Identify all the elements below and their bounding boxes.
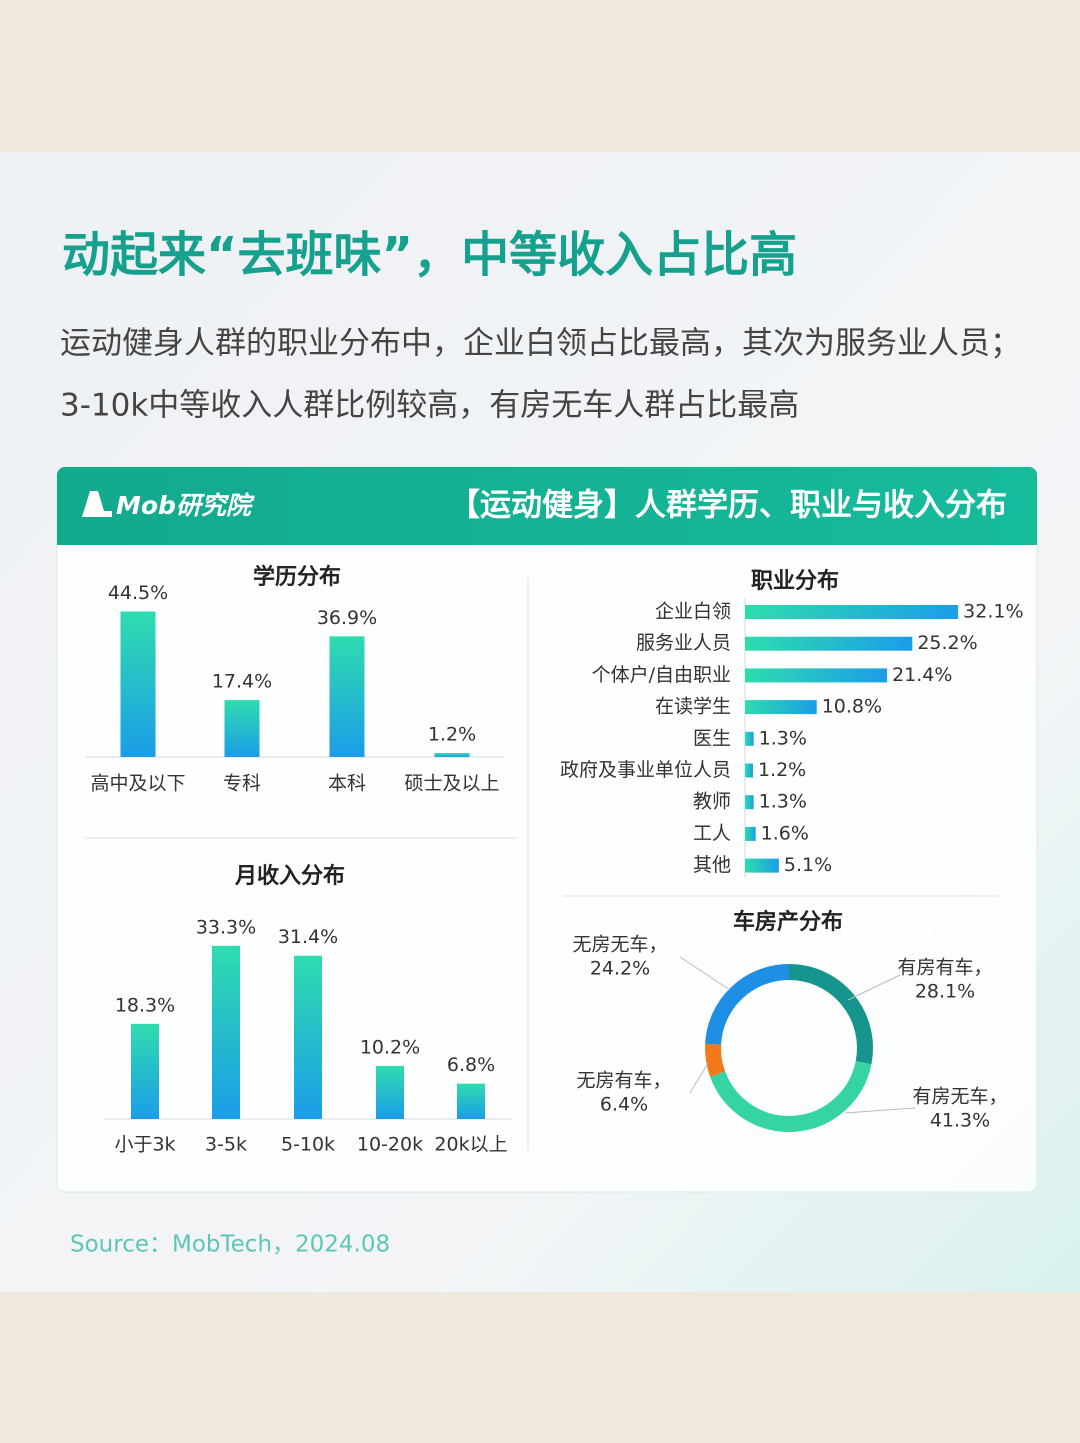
subtitle: 运动健身人群的职业分布中，企业白领占比最高，其次为服务业人员； [60, 326, 1021, 362]
chart-title: 月收入分布 [234, 863, 345, 889]
y-tick-label: 个体户/自由职业 [592, 664, 731, 686]
y-tick-label: 在读学生 [655, 696, 731, 718]
leader-line [844, 1107, 916, 1114]
x-tick-label: 20k以上 [434, 1134, 507, 1156]
bar [745, 731, 754, 746]
value-label: 10.2% [360, 1036, 420, 1058]
y-tick-label: 政府及事业单位人员 [560, 759, 731, 781]
source: Source：MobTech，2024.08 [70, 1232, 390, 1258]
banner-title: 【运动健身】人群学历、职业与收入分布 [449, 488, 1007, 524]
bar [212, 945, 240, 1119]
bar [457, 1083, 485, 1119]
value-label: 17.4% [212, 671, 272, 693]
chart-title: 学历分布 [253, 564, 341, 590]
y-tick-label: 工人 [693, 822, 731, 844]
x-tick-label: 10-20k [357, 1134, 423, 1156]
value-label: 24.2% [590, 958, 650, 980]
x-tick-label: 硕士及以上 [404, 773, 499, 795]
value-label: 1.3% [759, 791, 807, 813]
bar [745, 795, 754, 810]
value-label: 31.4% [278, 926, 338, 948]
value-label: 36.9% [317, 607, 377, 629]
value-label: 1.6% [761, 822, 809, 844]
x-tick-label: 3-5k [205, 1134, 247, 1156]
value-label: 41.3% [930, 1110, 990, 1132]
bar [434, 753, 470, 757]
value-label: 10.8% [822, 696, 882, 718]
legend-label: 无房有车， [576, 1070, 671, 1092]
bar [120, 611, 156, 757]
value-label: 5.1% [784, 854, 832, 876]
bar [745, 605, 959, 619]
y-tick-label: 企业白领 [655, 601, 731, 623]
value-label: 1.2% [758, 759, 806, 781]
x-tick-label: 本科 [328, 773, 366, 795]
y-tick-label: 教师 [693, 791, 731, 813]
bar [745, 826, 756, 841]
value-label: 33.3% [196, 916, 256, 938]
donut-segment [710, 1060, 872, 1132]
bar [745, 636, 913, 651]
bar [745, 858, 779, 873]
bar [745, 700, 817, 715]
chart-title: 职业分布 [751, 568, 839, 594]
donut-segment [788, 964, 873, 1065]
leader-line [847, 974, 901, 1001]
bar [376, 1065, 404, 1119]
donut-segment [705, 964, 790, 1045]
logo-icon [82, 491, 112, 517]
bar [294, 955, 322, 1119]
leader-line [679, 956, 731, 991]
legend-label: 无房无车， [572, 934, 667, 956]
leader-line [689, 1062, 709, 1094]
x-tick-label: 小于3k [114, 1134, 175, 1156]
brand: Mob研究院 [116, 491, 255, 520]
bar [131, 1023, 159, 1119]
value-label: 28.1% [915, 981, 975, 1003]
legend-label: 有房有车， [897, 957, 992, 979]
bar [224, 700, 260, 757]
chart-title: 车房产分布 [733, 909, 843, 935]
value-label: 1.2% [428, 724, 476, 746]
x-tick-label: 高中及以下 [90, 773, 185, 795]
value-label: 6.4% [600, 1094, 648, 1116]
y-tick-label: 服务业人员 [636, 632, 731, 654]
value-label: 32.1% [963, 601, 1023, 623]
value-label: 44.5% [108, 582, 168, 604]
x-tick-label: 5-10k [281, 1134, 335, 1156]
x-tick-label: 专科 [223, 773, 261, 795]
bar [329, 636, 365, 757]
donut-segment [705, 1043, 726, 1077]
bar [745, 668, 888, 683]
y-tick-label: 其他 [693, 854, 731, 876]
card [56, 466, 1038, 1193]
subtitle: 3-10k中等收入人群比例较高，有房无车人群占比最高 [60, 388, 799, 424]
title: 动起来“去班味”，中等收入占比高 [62, 227, 797, 283]
legend-label: 有房无车， [912, 1086, 1007, 1108]
value-label: 1.3% [759, 727, 807, 749]
value-label: 21.4% [892, 664, 952, 686]
y-tick-label: 医生 [693, 727, 731, 749]
value-label: 25.2% [917, 632, 977, 654]
value-label: 6.8% [447, 1054, 495, 1076]
banner [57, 467, 1037, 545]
value-label: 18.3% [115, 994, 175, 1016]
bar [745, 763, 753, 778]
